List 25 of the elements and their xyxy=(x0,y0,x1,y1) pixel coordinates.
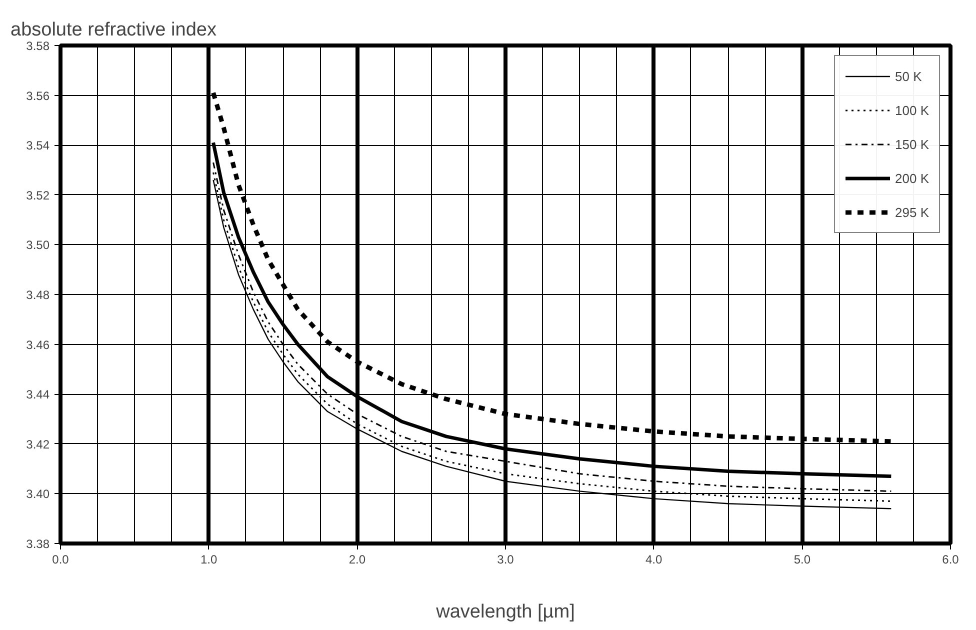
x-tick-label: 1.0 xyxy=(200,552,218,566)
x-tick-label: 2.0 xyxy=(348,552,366,566)
y-tick-label: 3.40 xyxy=(26,487,50,502)
y-tick-label: 3.54 xyxy=(26,138,50,153)
x-tick-label: 5.0 xyxy=(794,552,811,566)
legend-label: 100 K xyxy=(895,102,929,118)
x-axis-title: wavelength [µm] xyxy=(435,602,575,622)
legend-label: 50 K xyxy=(895,68,922,84)
y-tick-label: 3.56 xyxy=(26,88,50,103)
x-tick-label: 0.0 xyxy=(52,552,70,566)
legend-label: 200 K xyxy=(895,170,929,186)
y-tick-label: 3.38 xyxy=(26,537,50,551)
y-axis-title: absolute refractive index xyxy=(10,20,217,40)
y-tick-label: 3.52 xyxy=(26,188,50,202)
y-tick-label: 3.58 xyxy=(26,39,50,53)
y-tick-label: 3.42 xyxy=(26,437,50,452)
x-tick-label: 3.0 xyxy=(497,552,514,566)
legend-label: 150 K xyxy=(895,136,929,152)
y-tick-label: 3.46 xyxy=(26,338,50,352)
legend-label: 295 K xyxy=(895,204,929,220)
y-tick-label: 3.50 xyxy=(26,238,50,252)
y-tick-label: 3.48 xyxy=(26,288,50,302)
x-tick-label: 6.0 xyxy=(942,552,960,566)
x-tick-label: 4.0 xyxy=(645,552,662,566)
y-tick-label: 3.44 xyxy=(26,388,50,402)
